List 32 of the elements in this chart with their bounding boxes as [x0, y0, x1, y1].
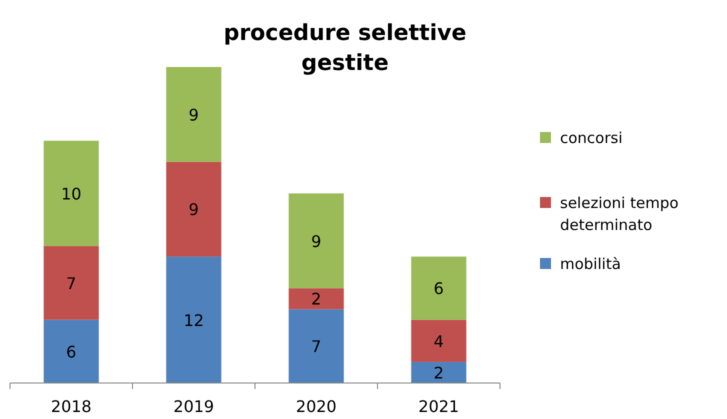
bar — [411, 256, 466, 320]
data-label: 7 — [311, 337, 322, 356]
data-label: 12 — [184, 310, 204, 330]
x-tick-label: 2018 — [50, 397, 92, 416]
bar — [288, 309, 344, 383]
data-label: 6 — [66, 342, 76, 362]
data-label: 4 — [434, 332, 444, 351]
legend-label: selezioni tempo determinato — [560, 194, 679, 234]
data-label: 7 — [66, 274, 76, 293]
bar — [44, 140, 99, 246]
data-label: 10 — [61, 184, 82, 204]
x-tick-label: 2019 — [173, 397, 214, 416]
x-tick-label: 2021 — [418, 397, 460, 416]
bar — [166, 256, 222, 383]
bar — [411, 320, 466, 362]
legend-label: concorsi — [560, 129, 623, 147]
data-label: 9 — [188, 200, 199, 220]
data-label: 6 — [434, 279, 444, 298]
bar — [288, 288, 344, 310]
data-label: 2 — [311, 290, 322, 309]
legend-label: mobilità — [560, 255, 621, 273]
bar — [166, 67, 222, 162]
bar — [44, 320, 99, 383]
chart-title: procedure selettive gestite — [224, 21, 466, 76]
x-tick-label: 2020 — [296, 397, 337, 416]
bar — [44, 246, 99, 320]
bar — [288, 193, 344, 288]
data-label: 9 — [311, 232, 322, 251]
data-label: 9 — [188, 105, 199, 124]
data-label: 2 — [434, 363, 444, 382]
bar — [166, 162, 222, 257]
bar — [411, 362, 466, 383]
